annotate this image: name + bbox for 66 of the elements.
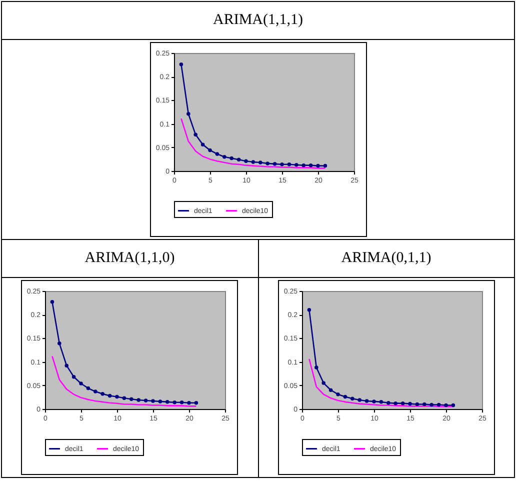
point xyxy=(214,152,219,156)
point xyxy=(350,396,354,400)
chart-title: ARIMA(1,1,1) xyxy=(2,2,514,40)
point xyxy=(236,158,240,162)
point xyxy=(172,400,177,404)
point xyxy=(244,159,248,163)
point xyxy=(286,162,291,166)
point xyxy=(115,394,120,399)
line-series xyxy=(308,358,454,408)
point xyxy=(136,398,141,402)
point xyxy=(72,375,76,379)
point xyxy=(372,400,376,404)
point xyxy=(400,401,404,406)
point xyxy=(151,399,156,403)
point xyxy=(364,399,368,403)
point xyxy=(108,394,112,398)
point xyxy=(79,382,84,386)
point xyxy=(200,142,204,146)
point xyxy=(451,403,455,408)
point xyxy=(408,402,412,406)
point xyxy=(301,163,305,168)
point xyxy=(280,162,284,166)
point xyxy=(294,162,298,167)
point xyxy=(415,402,419,406)
point xyxy=(357,398,362,402)
point xyxy=(166,400,170,404)
point xyxy=(229,156,233,160)
point xyxy=(64,364,69,368)
point xyxy=(100,392,105,396)
point xyxy=(144,398,148,402)
point xyxy=(336,392,340,396)
point xyxy=(379,400,383,404)
point xyxy=(386,400,390,405)
point xyxy=(314,366,318,370)
point xyxy=(258,160,262,164)
point xyxy=(186,112,190,116)
point xyxy=(208,148,212,152)
point xyxy=(58,342,62,346)
chart-title: ARIMA(0,1,1) xyxy=(258,240,514,278)
point xyxy=(321,381,326,385)
point xyxy=(130,397,134,401)
point xyxy=(193,132,197,137)
point xyxy=(86,386,90,390)
point xyxy=(307,308,311,312)
point xyxy=(94,390,98,394)
point xyxy=(158,400,162,404)
point xyxy=(429,402,434,407)
point xyxy=(393,401,398,406)
point xyxy=(178,62,183,66)
point xyxy=(180,400,184,404)
line-series xyxy=(52,355,198,407)
point xyxy=(444,403,448,408)
point xyxy=(436,402,440,407)
point xyxy=(122,396,126,400)
point xyxy=(194,400,198,405)
point xyxy=(316,164,320,168)
point xyxy=(422,402,426,406)
point xyxy=(328,388,332,392)
point xyxy=(343,394,347,399)
point xyxy=(187,400,192,405)
point xyxy=(250,160,255,164)
chart-title: ARIMA(1,1,0) xyxy=(2,240,258,278)
point xyxy=(265,162,269,166)
point xyxy=(322,164,327,168)
point xyxy=(50,300,54,304)
point xyxy=(222,154,226,159)
